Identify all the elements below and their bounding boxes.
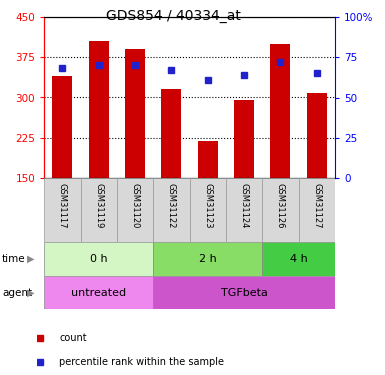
Bar: [153, 276, 335, 309]
Text: agent: agent: [2, 288, 32, 297]
Text: time: time: [2, 254, 25, 264]
Bar: [262, 242, 335, 276]
Bar: [198, 141, 218, 178]
Bar: [270, 44, 290, 178]
Text: GSM31123: GSM31123: [203, 183, 212, 229]
Bar: [44, 276, 153, 309]
Text: 2 h: 2 h: [199, 254, 217, 264]
Bar: [190, 178, 226, 242]
Bar: [44, 242, 153, 276]
Bar: [80, 178, 117, 242]
Text: untreated: untreated: [71, 288, 126, 297]
Text: ▶: ▶: [27, 254, 35, 264]
Bar: [153, 178, 189, 242]
Text: TGFbeta: TGFbeta: [221, 288, 268, 297]
Text: GSM31126: GSM31126: [276, 183, 285, 229]
Bar: [44, 178, 80, 242]
Text: GSM31122: GSM31122: [167, 183, 176, 229]
Text: GSM31117: GSM31117: [58, 183, 67, 229]
Text: GSM31127: GSM31127: [312, 183, 321, 229]
Text: GSM31120: GSM31120: [131, 183, 140, 229]
Text: GSM31124: GSM31124: [239, 183, 249, 229]
Bar: [125, 49, 145, 178]
Bar: [153, 242, 262, 276]
Bar: [262, 178, 299, 242]
Bar: [89, 41, 109, 178]
Text: percentile rank within the sample: percentile rank within the sample: [59, 357, 224, 367]
Text: 4 h: 4 h: [290, 254, 308, 264]
Text: count: count: [59, 333, 87, 343]
Bar: [117, 178, 153, 242]
Text: GSM31119: GSM31119: [94, 183, 103, 229]
Bar: [234, 100, 254, 178]
Bar: [299, 178, 335, 242]
Bar: [226, 178, 262, 242]
Text: GDS854 / 40334_at: GDS854 / 40334_at: [106, 9, 241, 23]
Bar: [52, 76, 72, 178]
Bar: [161, 90, 181, 178]
Text: ▶: ▶: [27, 288, 35, 297]
Text: 0 h: 0 h: [90, 254, 107, 264]
Bar: [307, 93, 327, 178]
